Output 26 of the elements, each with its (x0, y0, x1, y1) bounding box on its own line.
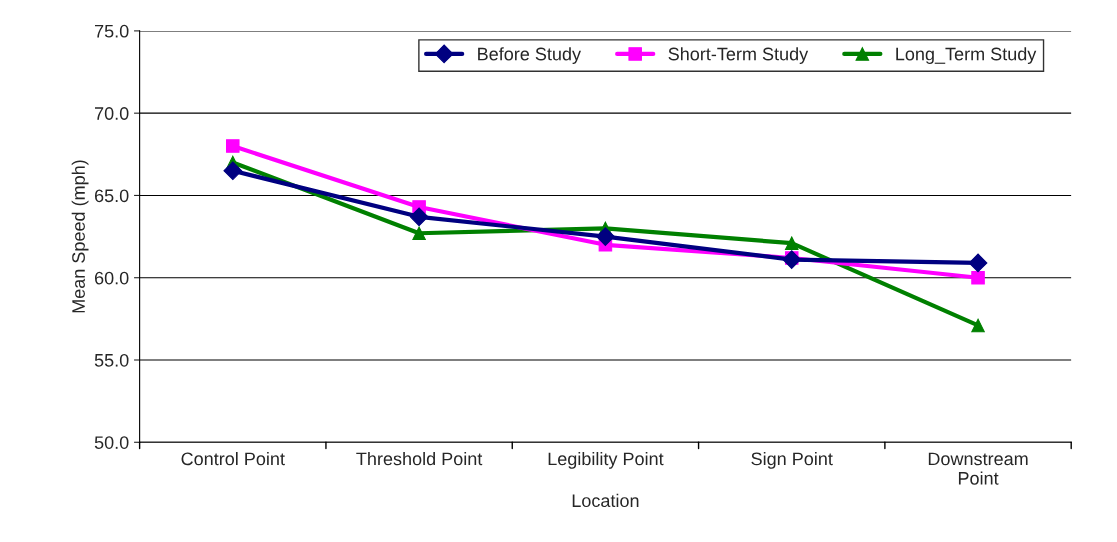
point (971, 270, 985, 285)
point (226, 139, 240, 153)
legend-label: Short-Term Study (668, 47, 809, 64)
legend-label: Long_Term Study (896, 47, 1037, 64)
x-tick-label: Threshold Point (356, 451, 483, 466)
y-tick-label: 65.0 (94, 189, 129, 203)
point (412, 226, 426, 241)
point (409, 207, 429, 227)
point (968, 253, 988, 273)
point (782, 250, 802, 269)
y-tick-label: 60.0 (94, 271, 129, 285)
x-axis-title: Location (572, 493, 639, 508)
x-tick-label: Control Point (181, 451, 285, 466)
x-tick-label: Sign Point (751, 451, 833, 469)
y-tick-label: 75.0 (95, 24, 129, 38)
point (223, 161, 243, 181)
point (596, 227, 615, 246)
x-tick-label: Legibility Point (548, 451, 664, 469)
y-tick-label: 70.0 (95, 107, 129, 120)
legend-label: Before Study (478, 47, 581, 64)
y-tick-label: 55.0 (94, 353, 129, 367)
point (971, 318, 985, 333)
point (784, 236, 799, 250)
y-tick-label: 50.0 (94, 436, 129, 449)
x-tick-label: Downstream Point (928, 452, 1028, 485)
y-axis-title: Mean Speed (mph) (71, 160, 89, 313)
